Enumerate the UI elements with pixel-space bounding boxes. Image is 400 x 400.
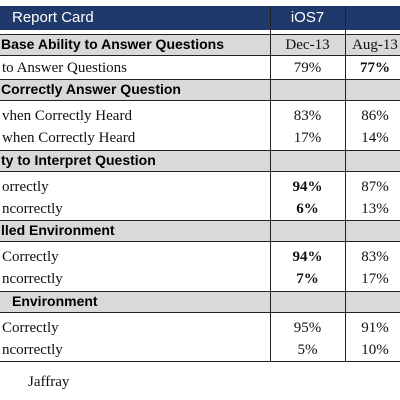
cell-value: 13%	[361, 201, 389, 217]
column-header: Dec-13	[285, 37, 330, 53]
row-label: Correctly	[2, 249, 59, 265]
row-label: ncorrectly	[2, 271, 63, 287]
cell-value: 17%	[293, 130, 322, 146]
cell-value: 10%	[361, 342, 389, 358]
section-title: ty to Interpret Question	[1, 152, 156, 168]
section-title: Environment	[12, 293, 98, 309]
cell-value: 77%	[360, 60, 390, 76]
cell-value: 83%	[293, 108, 322, 124]
header-title: Report Card	[12, 6, 94, 30]
section-band	[0, 34, 400, 56]
row-label: vhen Correctly Heard	[2, 108, 132, 124]
section-title: Base Ability to Answer Questions	[1, 36, 225, 52]
section-band	[0, 291, 400, 313]
section-band	[0, 220, 400, 242]
row-label: to Answer Questions	[2, 60, 127, 76]
row-label: ncorrectly	[2, 342, 63, 358]
row-label: ncorrectly	[2, 201, 63, 217]
section-title: lled Environment	[1, 222, 115, 238]
table-bottom-border	[0, 361, 400, 362]
cell-value: 6%	[296, 201, 319, 217]
section-band	[0, 150, 400, 172]
column-divider	[345, 6, 346, 362]
cell-value: 94%	[292, 179, 323, 195]
section-title: Correctly Answer Question	[1, 81, 181, 97]
cell-value: 17%	[361, 271, 389, 287]
cell-value: 5%	[297, 342, 318, 358]
cell-value: 79%	[293, 60, 322, 76]
cell-value: 94%	[292, 249, 323, 265]
cell-value: 83%	[361, 249, 389, 265]
row-label: orrectly	[2, 179, 49, 195]
column-divider	[270, 6, 271, 362]
footer-text: Jaffray	[28, 374, 70, 390]
row-label: when Correctly Heard	[2, 130, 136, 146]
cell-value: 86%	[361, 108, 389, 124]
header-platform: iOS7	[270, 6, 345, 30]
cell-value: 7%	[296, 271, 319, 287]
section-band	[0, 79, 400, 101]
column-header: Aug-13	[352, 37, 398, 53]
cell-value: 14%	[361, 130, 389, 146]
row-label: Correctly	[2, 320, 59, 336]
cell-value: 91%	[361, 320, 389, 336]
cell-value: 87%	[361, 179, 389, 195]
cell-value: 95%	[293, 320, 322, 336]
